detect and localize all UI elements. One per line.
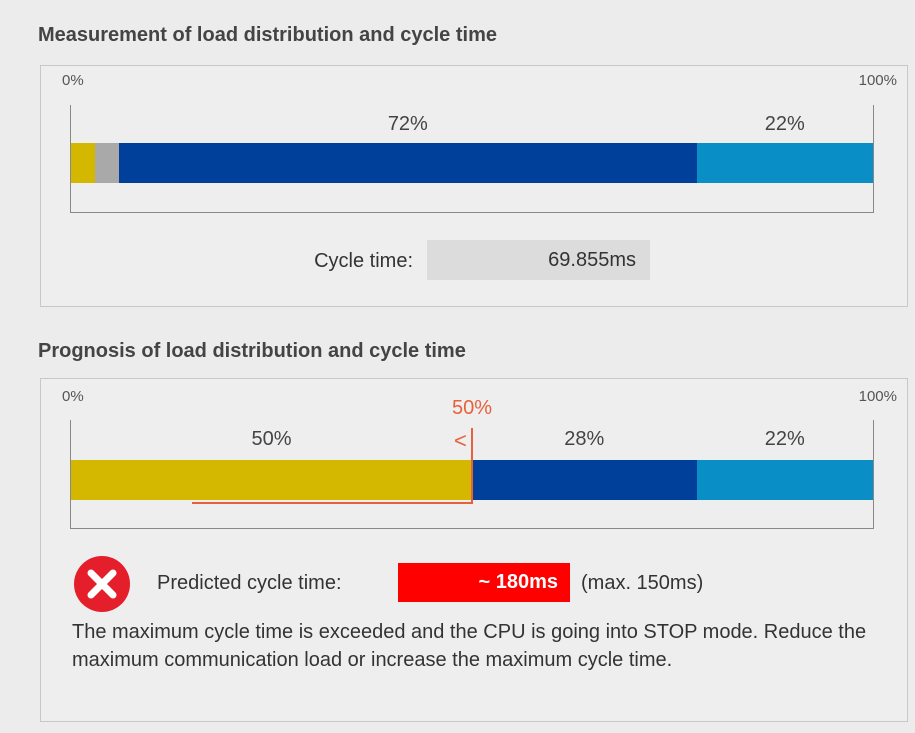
- marker-underline: [192, 502, 473, 504]
- segment-label: 72%: [387, 113, 428, 135]
- scale-min: 0%: [62, 72, 84, 89]
- segment-label: 22%: [764, 113, 805, 135]
- segment-label: 28%: [564, 428, 605, 450]
- predicted-value: ~ 180ms: [398, 563, 570, 602]
- error-message: The maximum cycle time is exceeded and t…: [72, 621, 867, 671]
- bar-frame: [70, 420, 874, 529]
- marker-label: 50%: [451, 397, 493, 419]
- cycle-time-label: Cycle time:: [314, 250, 413, 272]
- cycle-time-value: 69.855ms: [427, 240, 650, 280]
- bar-segment: [696, 460, 873, 500]
- section-title: Prognosis of load distribution and cycle…: [38, 340, 466, 362]
- scale-max: 100%: [858, 388, 897, 405]
- scale-min: 0%: [62, 388, 84, 405]
- marker-symbol: <: [454, 428, 467, 453]
- panel: [40, 378, 908, 722]
- bar-segment: [696, 143, 873, 183]
- bar-segment: [71, 143, 96, 183]
- section-title: Measurement of load distribution and cyc…: [38, 24, 497, 46]
- segment-label: 22%: [764, 428, 805, 450]
- max-note: (max. 150ms): [581, 572, 704, 594]
- error-icon: [74, 556, 130, 612]
- bar-segment: [119, 143, 697, 183]
- segment-label: 50%: [251, 428, 292, 450]
- marker-line: [471, 428, 473, 504]
- predicted-label: Predicted cycle time:: [157, 572, 342, 594]
- bar-segment: [71, 460, 472, 500]
- bar-frame: [70, 105, 874, 213]
- bar-segment: [95, 143, 120, 183]
- scale-max: 100%: [858, 72, 897, 89]
- bar-segment: [472, 460, 697, 500]
